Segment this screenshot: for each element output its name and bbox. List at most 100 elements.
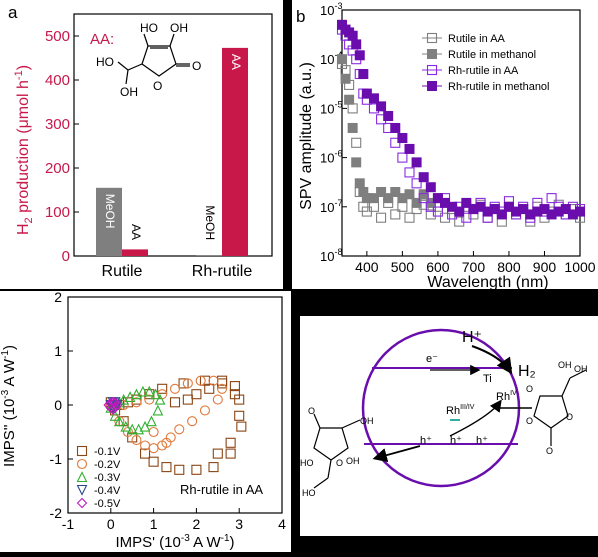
y-tick-label-a: 300 [45, 116, 70, 133]
legend-label-c: -0.1V [94, 446, 121, 458]
data-point-b [368, 93, 379, 104]
bar-chart-a: a H2 production (μmol h-1) AA: HO OH HO … [8, 3, 273, 280]
data-point-c [208, 375, 219, 386]
x-tick-label-b: 400 [355, 259, 379, 275]
legend-label-c: -0.2V [94, 459, 121, 471]
y-tick-label-b: 10-8 [320, 247, 342, 264]
panel-b: b SPV amplitude (a.u.) Wavelength (nm) 4… [292, 0, 598, 291]
data-point-b [496, 209, 507, 220]
plot-frame-a [73, 13, 273, 257]
bar-label-a: MeOH [203, 205, 217, 240]
oxidation-arrow [372, 445, 421, 463]
bar-label-a: AA [129, 224, 143, 240]
legend-marker-b [427, 49, 437, 59]
legend-marker-c [76, 471, 88, 483]
data-point-c [131, 397, 142, 408]
data-point-b [390, 122, 401, 133]
data-point-b [390, 209, 401, 220]
data-point-b [404, 143, 415, 154]
data-point-c [161, 437, 172, 448]
plot-frame-b [341, 9, 581, 257]
hole-transfer-arrow [449, 399, 502, 437]
data-point-c [146, 415, 157, 427]
data-point-b [560, 204, 571, 215]
data-point-c [182, 394, 193, 405]
data-point-c [131, 388, 142, 400]
x-tick-label-b: 1000 [564, 259, 595, 275]
data-point-b [418, 193, 429, 204]
molecule-labels-left: O O OH OH HO HO [300, 406, 374, 498]
y-tick-label-c: -1 [50, 451, 63, 467]
panel-b-letter: b [296, 7, 305, 26]
data-point-b [425, 209, 436, 220]
x-tick-label-c: 1 [150, 516, 158, 532]
y-tick-label-a: 200 [45, 160, 70, 177]
data-point-c [204, 383, 215, 394]
data-point-b [546, 193, 557, 204]
data-point-c [169, 383, 181, 394]
data-point-b [454, 216, 465, 227]
data-point-c [144, 394, 155, 405]
hole-label-3: h⁺ [420, 435, 432, 447]
data-point-b [404, 189, 415, 200]
x-tick-label-c: 4 [278, 516, 286, 532]
legend-label-c: -0.3V [94, 472, 121, 484]
hole-label-2: h⁺ [476, 435, 488, 447]
panel-d: e⁻ Ti H⁺ H₂ RhIII/IV RhIV h⁺ h⁺ h⁺ O O O… [300, 316, 598, 536]
panel-a: a H2 production (μmol h-1) AA: HO OH HO … [0, 0, 283, 289]
data-point-c [139, 420, 151, 432]
data-point-b [461, 197, 472, 208]
data-point-c [131, 435, 142, 446]
svg-text:HO: HO [96, 55, 114, 69]
series-rutile-in-methanol [337, 54, 443, 208]
legend-label-b: Rutile in methanol [448, 49, 536, 61]
legend-marker-b [426, 32, 438, 44]
data-point-c [111, 399, 123, 411]
svg-text:OH: OH [558, 360, 572, 370]
data-point-c [109, 410, 121, 421]
panel-c-annotation: Rh-rutile in AA [180, 482, 263, 497]
y-tick-label-b: 10-3 [320, 1, 342, 18]
data-point-b [425, 182, 436, 193]
legend-marker-b [426, 64, 438, 76]
data-point-b [351, 137, 362, 148]
data-point-c [229, 389, 240, 400]
svg-text:O: O [192, 59, 201, 73]
legend-label-b: Rutile in AA [448, 33, 506, 45]
data-point-b [354, 178, 365, 189]
molecule-labels-a: HO OH HO OH O O [96, 21, 201, 99]
legend-marker-c [76, 458, 88, 470]
data-point-b [575, 206, 585, 217]
y-tick-label-a: 400 [45, 72, 70, 89]
data-point-c [178, 378, 189, 389]
data-point-c [152, 404, 164, 416]
data-point-c [105, 398, 117, 409]
imps-chart-c: IMPS'' (10-3 A W-1) IMPS' (10-3 A W-1) R… [0, 289, 286, 551]
panel-a-letter: a [8, 3, 18, 22]
mechanism-diagram: e⁻ Ti H⁺ H₂ RhIII/IV RhIV h⁺ h⁺ h⁺ O O O… [300, 328, 588, 498]
y-tick-label-a: 100 [45, 204, 70, 221]
x-tick-label-c: 3 [235, 516, 243, 532]
bar-meoh [96, 187, 122, 256]
data-point-c [236, 421, 247, 432]
data-point-b [404, 167, 415, 178]
data-point-b [383, 193, 394, 204]
svg-text:O: O [546, 446, 553, 456]
x-tick-label-b: 800 [497, 259, 521, 275]
y-tick-label-c: 0 [54, 397, 62, 413]
svg-text:HO: HO [300, 458, 314, 468]
data-point-c [174, 464, 185, 475]
y-axis-label-c: IMPS'' (10-3 A W-1) [0, 345, 18, 467]
series-rh-rutile-in-methanol [337, 19, 585, 220]
data-point-c [148, 456, 159, 467]
data-point-b [390, 186, 401, 197]
bar-label-a: AA [229, 54, 243, 70]
x-tick-label-a: Rh-rutile [192, 263, 253, 280]
svg-text:O: O [526, 416, 533, 426]
bar-label-a: MeOH [103, 194, 117, 229]
legend-label-c: -0.5V [94, 498, 121, 510]
data-point-c [113, 415, 125, 427]
data-point-c [169, 397, 181, 408]
data-point-c [182, 378, 193, 389]
data-point-b [344, 94, 355, 105]
